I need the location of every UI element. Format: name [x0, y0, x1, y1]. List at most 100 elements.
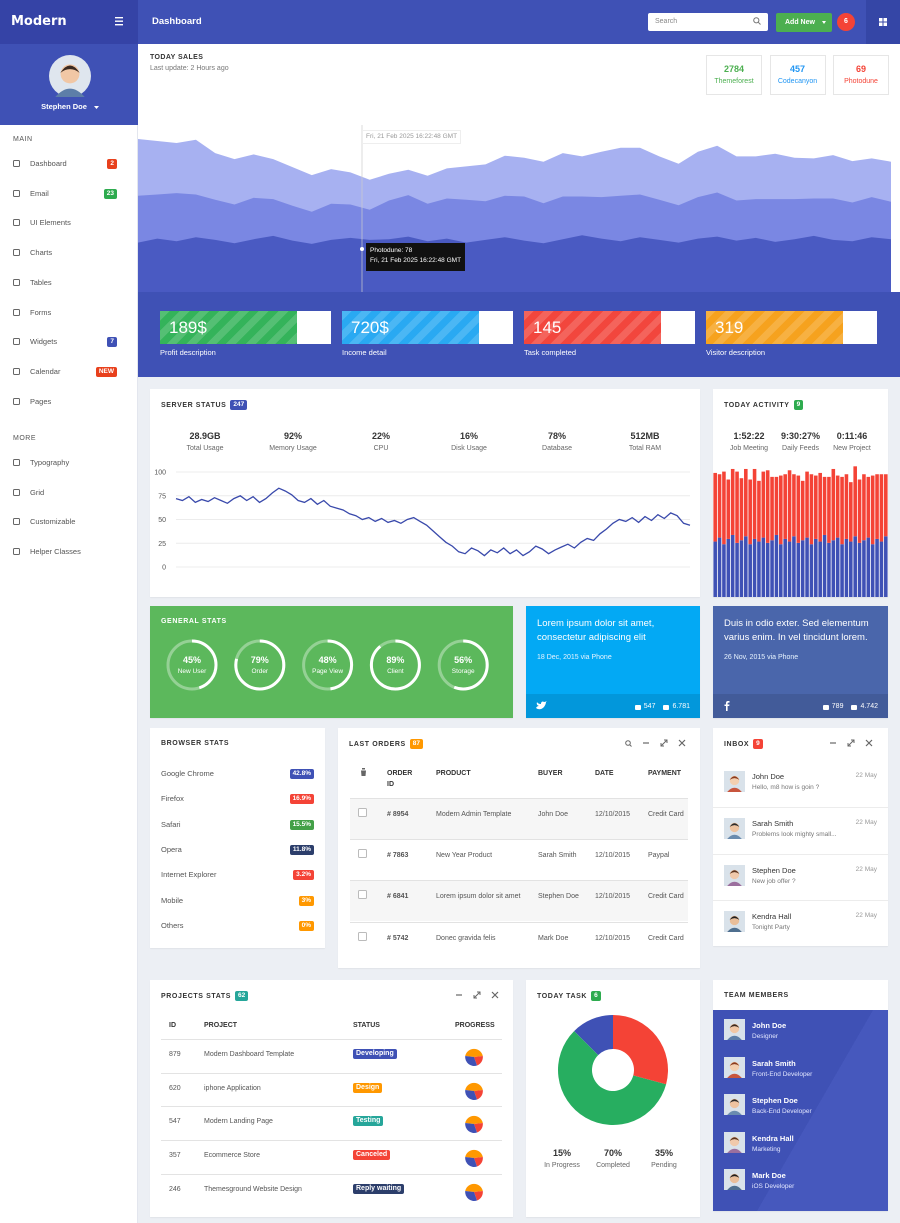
ring-value: [437, 639, 489, 691]
avatar-body: [727, 1148, 742, 1153]
sales-subtitle: Last update: 2 Hours ago: [150, 65, 229, 72]
progress-slice: [465, 1056, 477, 1066]
row-checkbox[interactable]: [358, 931, 367, 941]
search-icon: [757, 21, 761, 25]
menu-item[interactable]: Widgets: [30, 337, 58, 347]
bar: [835, 537, 840, 597]
menu-item[interactable]: Helper Classes: [30, 547, 81, 557]
stat-value: 28.9GB: [189, 431, 221, 441]
ring-value: [369, 639, 421, 691]
area-series: [138, 235, 891, 292]
count-value[interactable]: 789: [831, 703, 844, 710]
progress-slice: [474, 1190, 483, 1201]
bar: [849, 482, 853, 542]
delete-icon[interactable]: [360, 768, 367, 776]
sender[interactable]: Sarah Smith: [752, 818, 794, 828]
sender[interactable]: Kendra Hall: [752, 912, 792, 922]
menu-icon: [13, 249, 20, 257]
row-checkbox[interactable]: [358, 849, 367, 859]
sender[interactable]: John Doe: [752, 772, 785, 781]
profile-name[interactable]: Stephen Doe: [41, 102, 87, 111]
section-label: MAIN: [13, 136, 33, 143]
post-date: 18 Dec, 2015 via Phone: [537, 654, 612, 661]
menu-item[interactable]: Email: [30, 188, 49, 198]
menu-bar: [115, 17, 123, 19]
table-cell: Modern Admin Template: [436, 811, 512, 818]
card: SERVER STATUS 247 28.9GB Total Usage 92% Memo…: [150, 389, 700, 597]
team-body: John Doe Designer Sarah Smith Front-End Dev…: [713, 1010, 888, 1211]
count-value[interactable]: 6.781: [672, 703, 690, 710]
menu-item[interactable]: Customizable: [30, 517, 76, 527]
bar: [849, 541, 853, 597]
stat-label: CPU: [373, 445, 389, 452]
member-name[interactable]: Mark Doe: [752, 1171, 786, 1181]
menu-item[interactable]: UI Elements: [30, 218, 71, 228]
window-controls[interactable]: [829, 739, 876, 748]
twitter-icon: [536, 701, 547, 710]
menu-item[interactable]: Dashboard: [30, 159, 67, 168]
member-name[interactable]: Kendra Hall: [752, 1133, 794, 1143]
card-header: BROWSER STATS: [161, 739, 229, 748]
column-header: DATE: [595, 770, 614, 777]
avatar-hair: [729, 1061, 740, 1066]
avatar-body: [727, 834, 742, 839]
menu-bar: [115, 20, 123, 22]
count-value[interactable]: 547: [643, 703, 656, 710]
count-value[interactable]: 4.742: [860, 703, 878, 710]
bar: [870, 544, 875, 597]
menu-icon: [13, 367, 20, 375]
brand[interactable]: Modern: [11, 14, 67, 29]
menu-item[interactable]: Typography: [30, 458, 70, 467]
search-icon: [625, 740, 631, 746]
divider: [713, 806, 888, 808]
table-cell: 12/10/2015: [595, 852, 631, 860]
card: GENERAL STATS 45% New User 79% Order 48% Page …: [150, 606, 513, 718]
section-label: MORE: [13, 435, 36, 442]
stat-label: Income detail: [342, 348, 387, 357]
post-counts: 789 4.742: [822, 702, 878, 711]
apps-button[interactable]: [866, 0, 900, 44]
badge: 3%: [298, 895, 314, 906]
menu-toggle[interactable]: [115, 17, 124, 26]
bar: [844, 538, 849, 597]
y-tick-label: 0: [162, 565, 166, 572]
menu-item[interactable]: Grid: [30, 487, 45, 497]
add-new-button[interactable]: Add New: [776, 13, 832, 32]
bar: [835, 475, 840, 538]
menu-item[interactable]: Pages: [30, 396, 52, 406]
checkbox: [358, 849, 367, 859]
grid-cell: [879, 18, 883, 22]
row-checkbox[interactable]: [358, 890, 367, 900]
member-name[interactable]: Sarah Smith: [752, 1058, 796, 1068]
bar: [840, 476, 844, 545]
window-controls[interactable]: [624, 739, 688, 748]
bar: [862, 474, 866, 541]
post-date: 26 Nov, 2015 via Phone: [724, 654, 799, 661]
sender[interactable]: Stephen Doe: [752, 865, 796, 875]
table-cell: John Doe: [538, 811, 568, 818]
search-box[interactable]: Search: [648, 13, 768, 31]
source-label: Themeforest: [714, 78, 754, 85]
row-checkbox[interactable]: [358, 808, 367, 817]
menu-item[interactable]: Charts: [30, 248, 53, 258]
bar: [800, 540, 805, 597]
menu-icon: [13, 219, 20, 227]
post-counts: 547 6.781: [634, 702, 690, 711]
bar: [857, 542, 862, 597]
bar: [805, 537, 809, 597]
bar: [752, 538, 757, 597]
divider: [713, 900, 888, 902]
menu-item[interactable]: Tables: [30, 277, 52, 287]
count: 547: [634, 702, 656, 711]
bar: [800, 480, 805, 541]
source-box: 457 Codecanyon: [769, 55, 826, 95]
window-controls[interactable]: [455, 991, 502, 1000]
member-name[interactable]: John Doe: [752, 1021, 787, 1030]
bar: [722, 544, 726, 597]
bar: [770, 540, 774, 597]
notification-badge[interactable]: 6: [837, 13, 855, 31]
menu-icon: [13, 219, 20, 227]
menu-item[interactable]: Calendar: [30, 366, 61, 376]
member-name[interactable]: Stephen Doe: [752, 1096, 798, 1106]
menu-item[interactable]: Forms: [30, 307, 52, 317]
